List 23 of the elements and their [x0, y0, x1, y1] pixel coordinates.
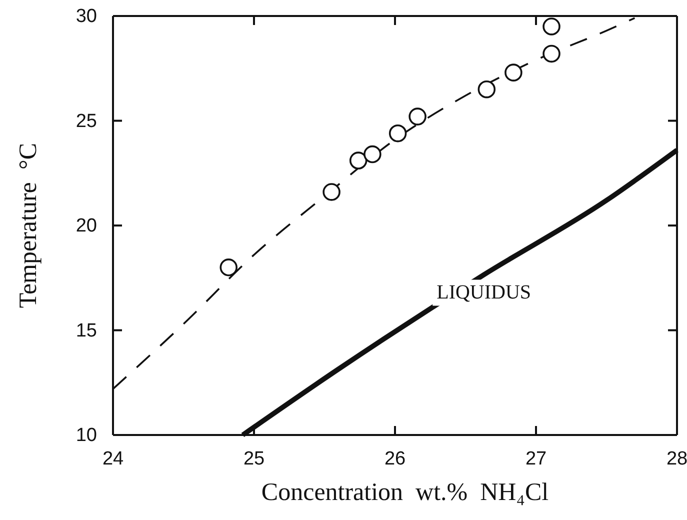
- x-tick-label: 24: [102, 448, 124, 470]
- point: [349, 152, 368, 170]
- x-tick-label: 25: [243, 448, 265, 470]
- series-label: LIQUIDUS: [436, 282, 532, 304]
- point: [504, 64, 522, 82]
- point: [322, 183, 340, 201]
- y-tick-label: 10: [76, 425, 97, 446]
- point: [220, 258, 238, 276]
- point: [408, 108, 426, 126]
- point: [388, 124, 407, 142]
- y-tick-label: 30: [76, 6, 97, 28]
- point: [478, 80, 496, 98]
- x-tick-label: 26: [384, 448, 406, 470]
- x-tick-label: 27: [525, 448, 547, 470]
- y-tick-label: 15: [76, 320, 97, 342]
- x-axis-title: Concentration wt.% NH₄Cl: [261, 479, 549, 506]
- x-tick-label: 28: [666, 448, 687, 470]
- y-tick-label: 25: [76, 110, 97, 132]
- point: [542, 44, 560, 63]
- point: [542, 18, 560, 36]
- y-tick-label: 20: [76, 216, 97, 237]
- point: [364, 145, 382, 164]
- y-axis-title: Temperature °C: [15, 142, 42, 308]
